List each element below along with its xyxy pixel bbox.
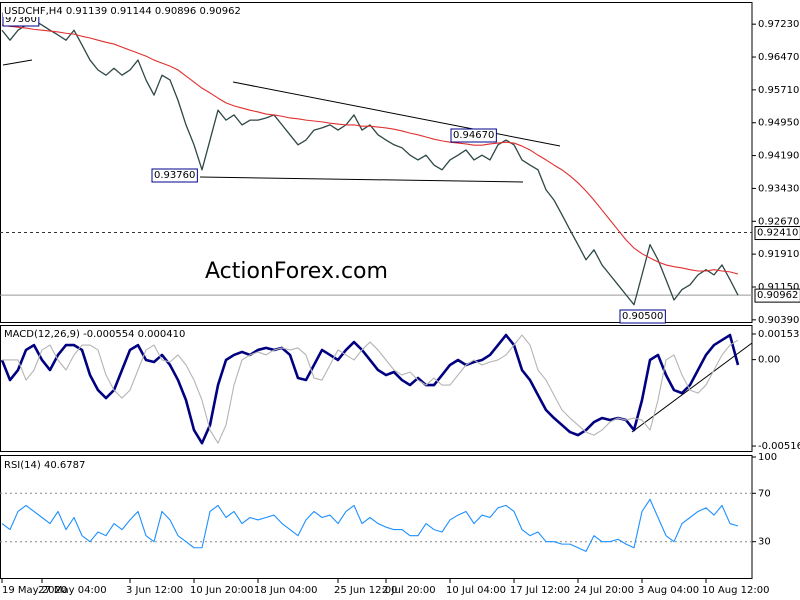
y-tick-label: 0.94950 (758, 118, 799, 129)
annotation-box (450, 128, 497, 143)
panel-title: RSI(14) 40.6787 (4, 460, 85, 471)
x-tick-label: 24 Jul 20:00 (574, 585, 634, 596)
annotation: 0.93760 (154, 170, 195, 181)
trend-line (199, 176, 524, 183)
y-tick-label: 0.97230 (758, 19, 799, 30)
x-tick-label: 10 Jun 20:00 (190, 585, 254, 596)
series-line (0, 333, 740, 445)
level-label-box (754, 288, 800, 303)
series-line (1, 498, 739, 552)
trend-line (2, 59, 33, 66)
y-tick-label: 0.92670 (758, 216, 799, 227)
y-tick-label: 0.95710 (758, 85, 799, 96)
y-tick-label: 0.94190 (758, 151, 799, 162)
panel-title: MACD(12,26,9) -0.000554 0.000410 (4, 329, 185, 340)
price-panel (0, 2, 753, 323)
y-tick-label: 0.00 (758, 355, 780, 366)
level-label: 0.92410 (757, 228, 798, 239)
y-tick-label: 0.96470 (758, 52, 799, 63)
level-label: 0.90962 (757, 290, 798, 301)
series-line (1, 19, 739, 306)
panel-title: USDCHF,H4 0.91139 0.91144 0.90896 0.9096… (4, 6, 241, 17)
y-tick-label: -0.005164 (758, 441, 800, 452)
y-tick-label: 0.91150 (758, 282, 799, 293)
drawings (2, 59, 753, 433)
x-tick-label: 3 Jun 12:00 (126, 585, 183, 596)
y-tick-label: 0.001532 (758, 329, 800, 340)
rsi-panel (0, 455, 753, 579)
x-tick-label: 3 Aug 04:00 (638, 585, 699, 596)
annotation: 0.94670 (453, 130, 494, 141)
annotation: 0.90500 (622, 311, 663, 322)
title-bg (3, 6, 242, 17)
x-tick-label: 10 Jul 04:00 (446, 585, 506, 596)
y-tick-label: 0.91910 (758, 249, 799, 260)
x-tick-label: 27 May 04:00 (38, 585, 107, 596)
trend-line (232, 81, 561, 147)
y-tick-label: 70 (758, 488, 771, 499)
y-tick-label: 100 (758, 452, 777, 463)
trend-line (631, 342, 753, 433)
x-tick-label: 10 Aug 12:00 (702, 585, 769, 596)
x-tick-label: 17 Jul 12:00 (510, 585, 570, 596)
x-tick-label: 19 May 2020 (2, 585, 67, 596)
y-tick-label: 30 (758, 537, 771, 548)
series-line (2, 334, 739, 444)
watermark: ActionForex.com (205, 259, 388, 284)
level-label-box (754, 226, 800, 241)
annotation-box (151, 168, 198, 183)
macd-panel (0, 325, 753, 452)
series-line (1, 24, 739, 275)
annotation: 97360 (5, 14, 37, 25)
x-tick-label: 18 Jun 04:00 (254, 585, 318, 596)
x-tick-label: 25 Jun 12:00 (334, 585, 398, 596)
x-tick-label: 2 Jul 20:00 (382, 585, 436, 596)
y-tick-label: 0.93430 (758, 183, 799, 194)
y-tick-label: 0.90390 (758, 315, 799, 326)
annotation-box (619, 309, 666, 324)
